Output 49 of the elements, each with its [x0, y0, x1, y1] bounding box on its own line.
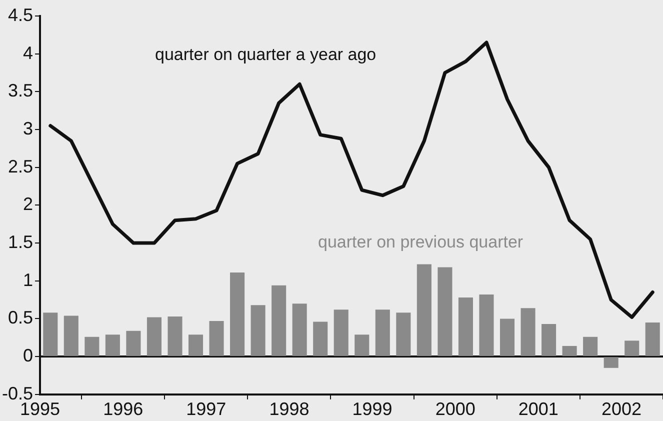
bar — [624, 340, 640, 356]
bar — [250, 305, 266, 356]
y-tick-label: 3.5 — [8, 80, 34, 101]
x-tick-label: 2002 — [601, 399, 642, 420]
bar — [126, 330, 141, 356]
bar — [416, 264, 432, 356]
bar — [188, 334, 204, 356]
y-tick-label: 2.5 — [8, 156, 34, 176]
bar — [604, 357, 618, 368]
bar — [375, 310, 390, 356]
y-tick-label: 1 — [23, 270, 34, 290]
bar — [479, 294, 494, 356]
bar — [334, 310, 348, 356]
bar — [500, 318, 515, 356]
y-tick-label: 4.5 — [8, 4, 34, 25]
x-tick-label: 1996 — [103, 399, 144, 420]
y-tick-label: 1.5 — [8, 232, 34, 252]
series-label: quarter on previous quarter — [318, 232, 524, 252]
bar — [542, 324, 556, 356]
y-tick-label: 4 — [23, 42, 34, 63]
bar — [64, 316, 78, 356]
x-tick-label: 2000 — [435, 399, 476, 420]
y-tick-label: 3 — [23, 118, 34, 138]
x-tick-label: 2001 — [518, 399, 558, 420]
bar — [272, 285, 286, 356]
x-tick-label: 1998 — [269, 399, 310, 420]
y-tick-label: 0 — [23, 346, 34, 366]
text: quarter on quarter a year ago — [155, 45, 376, 64]
bar — [146, 317, 162, 356]
bar — [458, 298, 473, 356]
bar — [438, 267, 452, 356]
bar — [562, 346, 577, 356]
bar — [583, 336, 598, 356]
bar — [230, 272, 245, 356]
bar — [520, 308, 536, 356]
bar — [209, 320, 224, 356]
bar — [43, 312, 58, 356]
bar — [292, 304, 307, 356]
bar — [396, 312, 411, 356]
y-tick-label: 2 — [23, 194, 34, 214]
bar — [168, 316, 182, 356]
bar — [645, 322, 660, 356]
x-tick-label: 1997 — [186, 399, 226, 420]
bar — [354, 334, 370, 356]
bar — [84, 336, 100, 356]
x-tick-label: 1999 — [352, 399, 392, 420]
y-tick-label: 0.5 — [8, 308, 34, 328]
bar — [105, 334, 120, 356]
bar — [313, 322, 328, 356]
